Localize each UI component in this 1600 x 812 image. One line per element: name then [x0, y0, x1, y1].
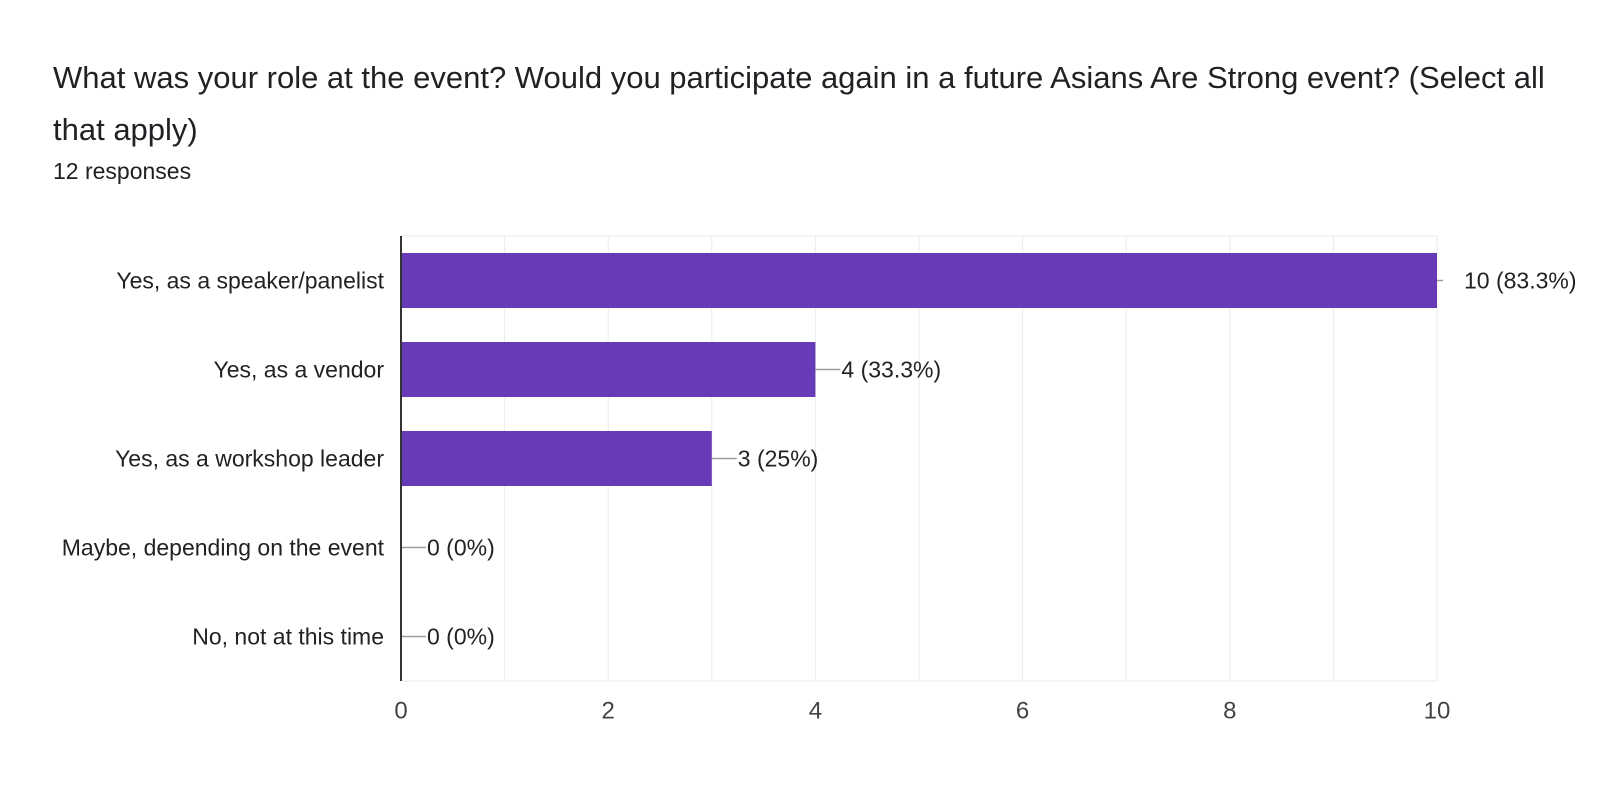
question-title: What was your role at the event? Would y… [53, 60, 1545, 147]
bar [401, 342, 816, 397]
x-tick-label: 0 [394, 698, 407, 725]
bar [401, 253, 1437, 308]
data-label: 0 (0%) [427, 535, 495, 561]
data-label: 3 (25%) [738, 446, 819, 472]
x-tick-label: 6 [1016, 698, 1029, 725]
x-tick-label: 4 [809, 698, 822, 725]
category-label: No, not at this time [192, 624, 384, 650]
data-label: 4 (33.3%) [841, 357, 941, 383]
bar [401, 431, 712, 486]
x-tick-label: 2 [602, 698, 615, 725]
response-count: 12 responses [53, 158, 192, 184]
category-label: Yes, as a vendor [214, 357, 385, 383]
category-label: Maybe, depending on the event [62, 535, 385, 561]
data-label: 0 (0%) [427, 624, 495, 650]
x-tick-label: 8 [1223, 698, 1236, 725]
category-label: Yes, as a workshop leader [115, 446, 384, 472]
data-label: 10 (83.3%) [1464, 268, 1577, 294]
category-label: Yes, as a speaker/panelist [116, 268, 384, 294]
x-tick-label: 10 [1424, 698, 1451, 725]
